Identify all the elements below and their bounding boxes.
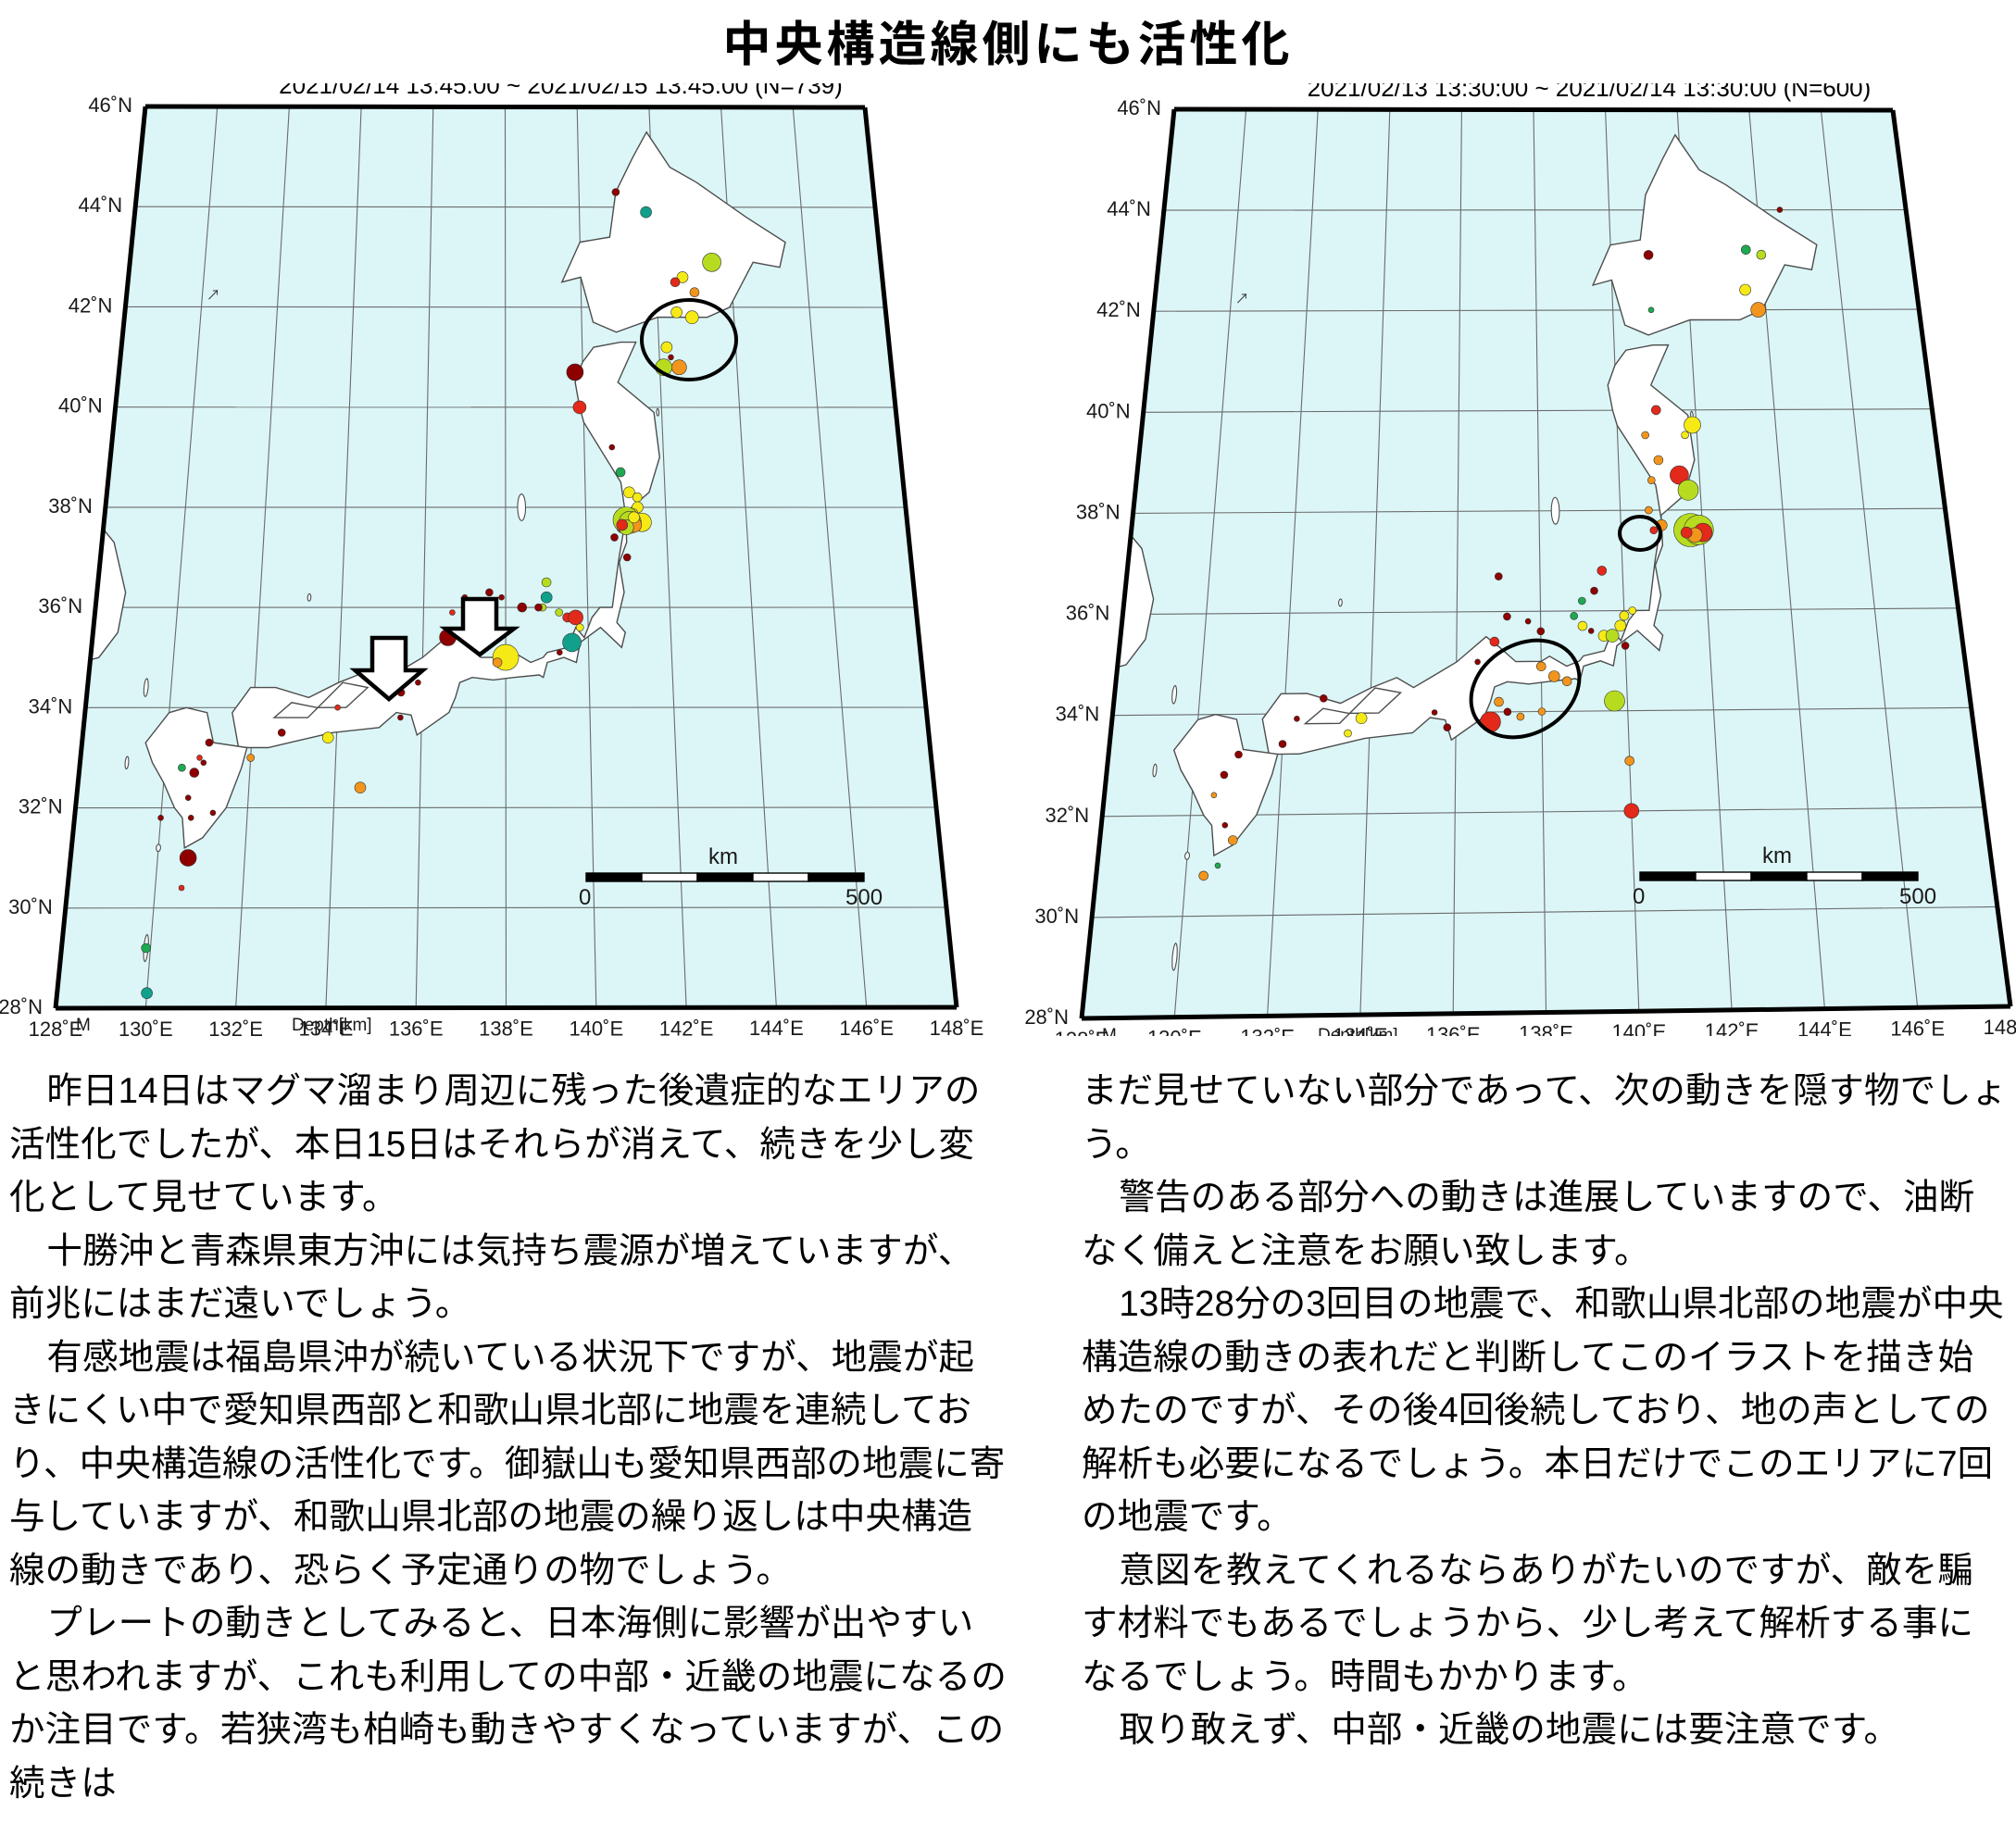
svg-text:36˚N: 36˚N bbox=[1066, 602, 1110, 625]
svg-text:40˚N: 40˚N bbox=[58, 394, 103, 418]
svg-text:142˚E: 142˚E bbox=[1705, 1019, 1759, 1036]
svg-text:Depth[km]: Depth[km] bbox=[1318, 1026, 1398, 1036]
svg-text:28˚N: 28˚N bbox=[0, 995, 43, 1018]
svg-text:128˚E: 128˚E bbox=[29, 1018, 83, 1036]
svg-text:136˚E: 136˚E bbox=[389, 1018, 444, 1036]
svg-text:2021/02/14 13:45:00 ~ 2021/02/: 2021/02/14 13:45:00 ~ 2021/02/15 13:45:0… bbox=[279, 83, 843, 99]
svg-text:132˚E: 132˚E bbox=[1240, 1025, 1295, 1036]
svg-text:28˚N: 28˚N bbox=[1024, 1005, 1069, 1029]
svg-text:138˚E: 138˚E bbox=[479, 1018, 533, 1037]
svg-text:140˚E: 140˚E bbox=[569, 1017, 623, 1036]
svg-text:500: 500 bbox=[845, 885, 883, 910]
svg-text:M: M bbox=[76, 1016, 91, 1035]
svg-text:136˚E: 136˚E bbox=[1426, 1023, 1481, 1036]
svg-text:↗: ↗ bbox=[207, 287, 220, 303]
svg-text:146˚E: 146˚E bbox=[839, 1017, 894, 1036]
svg-text:32˚N: 32˚N bbox=[1046, 804, 1090, 827]
svg-text:146˚E: 146˚E bbox=[1890, 1017, 1945, 1036]
svg-text:38˚N: 38˚N bbox=[1076, 500, 1121, 523]
svg-text:↗: ↗ bbox=[1235, 292, 1249, 307]
svg-text:44˚N: 44˚N bbox=[1107, 197, 1151, 220]
svg-text:46˚N: 46˚N bbox=[88, 94, 132, 117]
svg-text:38˚N: 38˚N bbox=[48, 494, 93, 518]
svg-text:km: km bbox=[1762, 843, 1792, 868]
svg-text:M: M bbox=[1102, 1026, 1117, 1036]
svg-text:148˚E: 148˚E bbox=[930, 1017, 984, 1036]
svg-text:148˚E: 148˚E bbox=[1984, 1016, 2016, 1036]
svg-text:138˚E: 138˚E bbox=[1519, 1022, 1573, 1037]
svg-text:142˚E: 142˚E bbox=[659, 1017, 714, 1036]
svg-text:36˚N: 36˚N bbox=[38, 594, 82, 618]
svg-text:130˚E: 130˚E bbox=[119, 1018, 173, 1036]
svg-text:42˚N: 42˚N bbox=[69, 293, 113, 317]
svg-text:130˚E: 130˚E bbox=[1147, 1027, 1202, 1036]
svg-text:30˚N: 30˚N bbox=[1034, 905, 1079, 928]
svg-text:500: 500 bbox=[1899, 884, 1936, 909]
svg-text:34˚N: 34˚N bbox=[29, 694, 73, 718]
svg-text:140˚E: 140˚E bbox=[1611, 1020, 1666, 1036]
svg-text:42˚N: 42˚N bbox=[1096, 298, 1141, 321]
svg-text:0: 0 bbox=[579, 885, 591, 910]
svg-text:44˚N: 44˚N bbox=[79, 194, 123, 217]
svg-text:128˚E: 128˚E bbox=[1055, 1028, 1109, 1036]
svg-text:km: km bbox=[708, 844, 738, 869]
svg-text:30˚N: 30˚N bbox=[8, 895, 53, 918]
svg-text:132˚E: 132˚E bbox=[208, 1018, 263, 1036]
svg-text:34˚N: 34˚N bbox=[1056, 703, 1100, 726]
svg-text:2021/02/13 13:30:00 ~ 2021/02/: 2021/02/13 13:30:00 ~ 2021/02/14 13:30:0… bbox=[1308, 83, 1872, 102]
svg-text:40˚N: 40˚N bbox=[1086, 399, 1131, 422]
svg-text:144˚E: 144˚E bbox=[1797, 1018, 1852, 1036]
svg-text:46˚N: 46˚N bbox=[1117, 96, 1161, 119]
svg-text:144˚E: 144˚E bbox=[749, 1017, 804, 1036]
svg-text:Depth[km]: Depth[km] bbox=[292, 1016, 372, 1035]
svg-text:0: 0 bbox=[1633, 884, 1645, 909]
svg-text:32˚N: 32˚N bbox=[19, 795, 63, 818]
